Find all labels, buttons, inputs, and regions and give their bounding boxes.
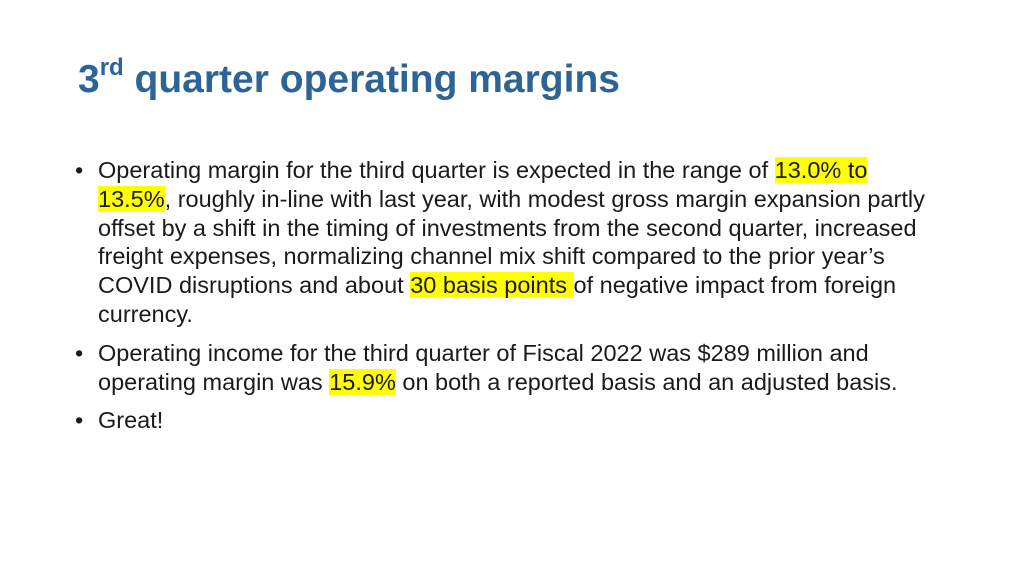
bullet-text: on both a reported basis and an adjusted… [395, 368, 898, 395]
bullet-item-outlook: • Operating margin for the third quarter… [75, 156, 935, 329]
bullet-item-great: • Great! [75, 406, 935, 435]
bullet-list: • Operating margin for the third quarter… [75, 156, 935, 445]
bullet-glyph: • [75, 339, 84, 366]
bullet-glyph: • [75, 407, 84, 434]
bullet-item-operating-income: • Operating income for the third quarter… [75, 339, 935, 397]
slide-title: 3rd quarter operating margins [78, 56, 620, 102]
bullet-text: of negative impact from foreign currency… [98, 272, 897, 327]
highlighted-text: 15.9% [329, 368, 396, 395]
bullet-text: Great! [98, 407, 164, 434]
bullet-glyph: • [75, 157, 84, 183]
highlighted-text: 30 basis points [410, 272, 574, 299]
title-number: 3 [78, 58, 100, 101]
title-text: quarter operating margins [123, 58, 620, 101]
bullet-text: Operating income for the third quarter o… [98, 339, 869, 395]
bullet-text: , roughly in-line with last year, with m… [98, 185, 925, 299]
bullet-text: Operating margin for the third quarter i… [98, 157, 775, 183]
title-superscript: rd [99, 54, 124, 81]
